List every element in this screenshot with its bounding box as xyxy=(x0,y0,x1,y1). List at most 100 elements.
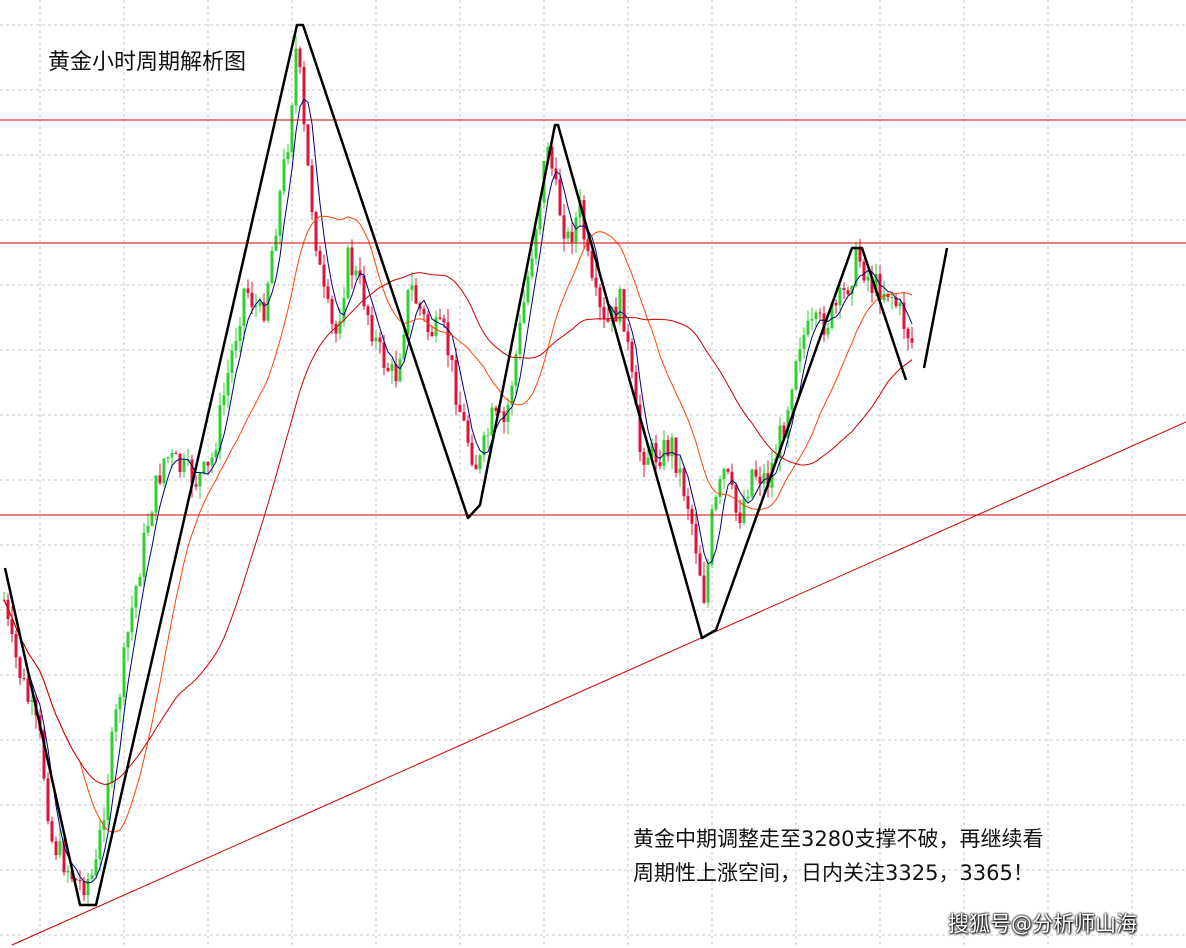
candle-bullish xyxy=(218,405,222,451)
candle-bullish xyxy=(826,327,830,335)
candle-bullish xyxy=(566,231,570,239)
candle-bullish xyxy=(778,425,782,458)
candle-bearish xyxy=(630,341,634,372)
candle-bullish xyxy=(742,498,746,524)
candle-bearish xyxy=(62,841,66,873)
candle-bullish xyxy=(714,496,718,510)
candle-bearish xyxy=(326,286,330,299)
wave-zigzag-line xyxy=(3,23,908,907)
candle-bullish xyxy=(118,697,122,710)
candle-bullish xyxy=(534,229,538,259)
watermark: 搜狐号@分析师山海 xyxy=(948,912,1137,936)
candle-bullish xyxy=(854,247,858,287)
candle-bullish xyxy=(646,457,650,465)
candle-bullish xyxy=(838,287,842,306)
candle-bullish xyxy=(338,320,342,334)
candle-bearish xyxy=(78,880,82,882)
candle-bullish xyxy=(138,576,142,587)
candle-bullish xyxy=(66,870,70,873)
candle-bearish xyxy=(206,461,210,466)
candle-bullish xyxy=(98,829,102,860)
candle-bullish xyxy=(526,276,530,303)
candle-bearish xyxy=(158,475,162,484)
candle-bullish xyxy=(114,709,118,732)
candle-bullish xyxy=(410,285,414,290)
candle-bullish xyxy=(722,469,726,480)
candle-bearish xyxy=(174,453,178,455)
wave-projection-line xyxy=(922,247,949,369)
rising-trend-line xyxy=(11,421,1186,946)
candle-bearish xyxy=(818,312,822,314)
candle-bearish xyxy=(614,306,618,322)
candle-bearish xyxy=(690,508,694,524)
candle-bullish xyxy=(650,442,654,458)
candle-bearish xyxy=(894,297,898,307)
candle-bearish xyxy=(422,308,426,315)
candle-bullish xyxy=(134,586,138,608)
candle-bullish xyxy=(94,859,98,876)
candle-bearish xyxy=(638,404,642,452)
analysis-note: 黄金中期调整走至3280支撑不破，再继续看 周期性上涨空间，日内关注3325，3… xyxy=(633,822,1043,890)
candle-bearish xyxy=(318,250,322,265)
candle-bearish xyxy=(446,322,450,356)
candle-bullish xyxy=(490,407,494,436)
candle-bullish xyxy=(898,302,902,307)
candle-bullish xyxy=(678,468,682,473)
candle-bearish xyxy=(642,451,646,465)
candle-bearish xyxy=(322,264,326,287)
candle-bearish xyxy=(74,879,78,881)
candle-bullish xyxy=(538,202,542,230)
candle-bullish xyxy=(202,461,206,473)
candle-bullish xyxy=(662,439,666,467)
candle-bullish xyxy=(750,469,754,497)
candle-bearish xyxy=(54,841,58,856)
candle-bullish xyxy=(546,146,550,162)
candle-bullish xyxy=(518,322,522,355)
candle-bearish xyxy=(758,476,762,484)
analysis-note-line-2: 周期性上涨空间，日内关注3325，3365！ xyxy=(633,861,1034,885)
candle-bullish xyxy=(126,632,130,648)
candle-bullish xyxy=(814,312,818,320)
candle-bullish xyxy=(374,337,378,342)
candle-bullish xyxy=(354,270,358,276)
candle-bullish xyxy=(830,302,834,328)
candle-bullish xyxy=(86,878,90,896)
candle-bearish xyxy=(26,678,30,702)
candle-bearish xyxy=(438,317,442,319)
candle-bearish xyxy=(598,287,602,308)
candle-bearish xyxy=(834,302,838,306)
candle-bearish xyxy=(902,302,906,329)
candle-bearish xyxy=(310,165,314,212)
candle-bullish xyxy=(150,512,154,526)
candle-bearish xyxy=(82,881,86,896)
candle-bullish xyxy=(282,159,286,192)
candle-bullish xyxy=(286,152,290,160)
candle-bearish xyxy=(394,363,398,382)
candle-bearish xyxy=(554,168,558,180)
candle-bearish xyxy=(634,371,638,405)
candle-bearish xyxy=(730,471,734,485)
candle-bullish xyxy=(530,258,534,277)
candle-bearish xyxy=(50,821,54,842)
candle-bullish xyxy=(882,293,886,301)
candle-bearish xyxy=(334,323,338,334)
candle-bearish xyxy=(442,318,446,323)
candle-bullish xyxy=(866,276,870,281)
candle-bearish xyxy=(858,247,862,262)
candle-bearish xyxy=(386,367,390,371)
candle-bearish xyxy=(382,342,386,368)
candle-bullish xyxy=(58,841,62,856)
candle-bullish xyxy=(154,475,158,513)
candle-bearish xyxy=(738,512,742,524)
candle-bearish xyxy=(298,48,302,67)
candle-bullish xyxy=(478,455,482,470)
candle-bearish xyxy=(694,523,698,554)
candle-bearish xyxy=(626,331,630,342)
candle-bullish xyxy=(890,297,894,299)
candle-bearish xyxy=(414,285,418,304)
candle-bullish xyxy=(806,320,810,335)
candle-bearish xyxy=(18,657,22,679)
candle-bearish xyxy=(314,211,318,251)
